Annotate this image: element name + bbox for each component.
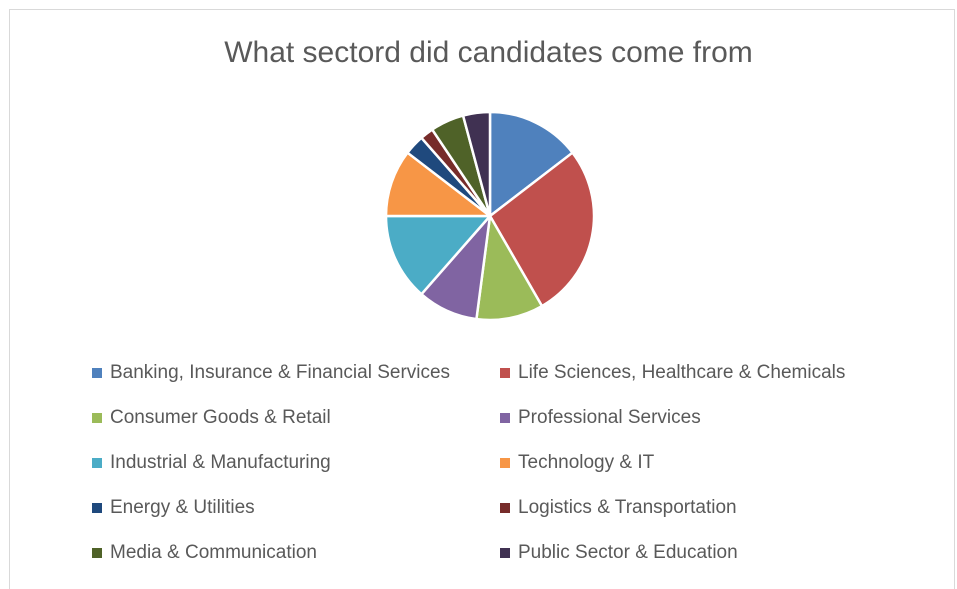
legend-label: Technology & IT (518, 452, 655, 473)
legend-item-10: Public Sector & Education (500, 542, 738, 564)
legend-label: Media & Communication (110, 542, 317, 563)
legend-swatch (92, 458, 102, 468)
legend-swatch (500, 548, 510, 558)
legend-label: Professional Services (518, 407, 701, 428)
legend-item-4: Professional Services (500, 407, 701, 429)
legend-swatch (92, 413, 102, 423)
legend-label: Logistics & Transportation (518, 497, 737, 518)
legend-swatch (500, 503, 510, 513)
legend-label: Public Sector & Education (518, 542, 738, 563)
legend-item-3: Consumer Goods & Retail (92, 407, 331, 429)
legend-item-5: Industrial & Manufacturing (92, 452, 331, 474)
legend-swatch (92, 548, 102, 558)
pie-slice-5 (384, 214, 492, 296)
pie-slice-3 (475, 214, 544, 322)
pie-slice-6 (384, 151, 492, 218)
legend-swatch (500, 458, 510, 468)
pie-slice-10 (461, 110, 492, 218)
legend-item-2: Life Sciences, Healthcare & Chemicals (500, 362, 845, 384)
legend-label: Consumer Goods & Retail (110, 407, 331, 428)
legend-label: Industrial & Manufacturing (110, 452, 331, 473)
legend-swatch (92, 503, 102, 513)
pie-slice-2 (488, 151, 596, 308)
legend-item-1: Banking, Insurance & Financial Services (92, 362, 450, 384)
chart-title: What sectord did candidates come from (224, 36, 753, 69)
legend-item-8: Logistics & Transportation (500, 497, 737, 519)
legend-label: Energy & Utilities (110, 497, 255, 518)
legend-item-6: Technology & IT (500, 452, 654, 474)
legend-item-7: Energy & Utilities (92, 497, 255, 519)
legend-item-9: Media & Communication (92, 542, 317, 564)
legend-swatch (92, 368, 102, 378)
legend-label: Life Sciences, Healthcare & Chemicals (518, 362, 846, 383)
legend-label: Banking, Insurance & Financial Services (110, 362, 451, 383)
pie-slice-1 (488, 110, 574, 218)
legend-swatch (500, 368, 510, 378)
legend-swatch (500, 413, 510, 423)
